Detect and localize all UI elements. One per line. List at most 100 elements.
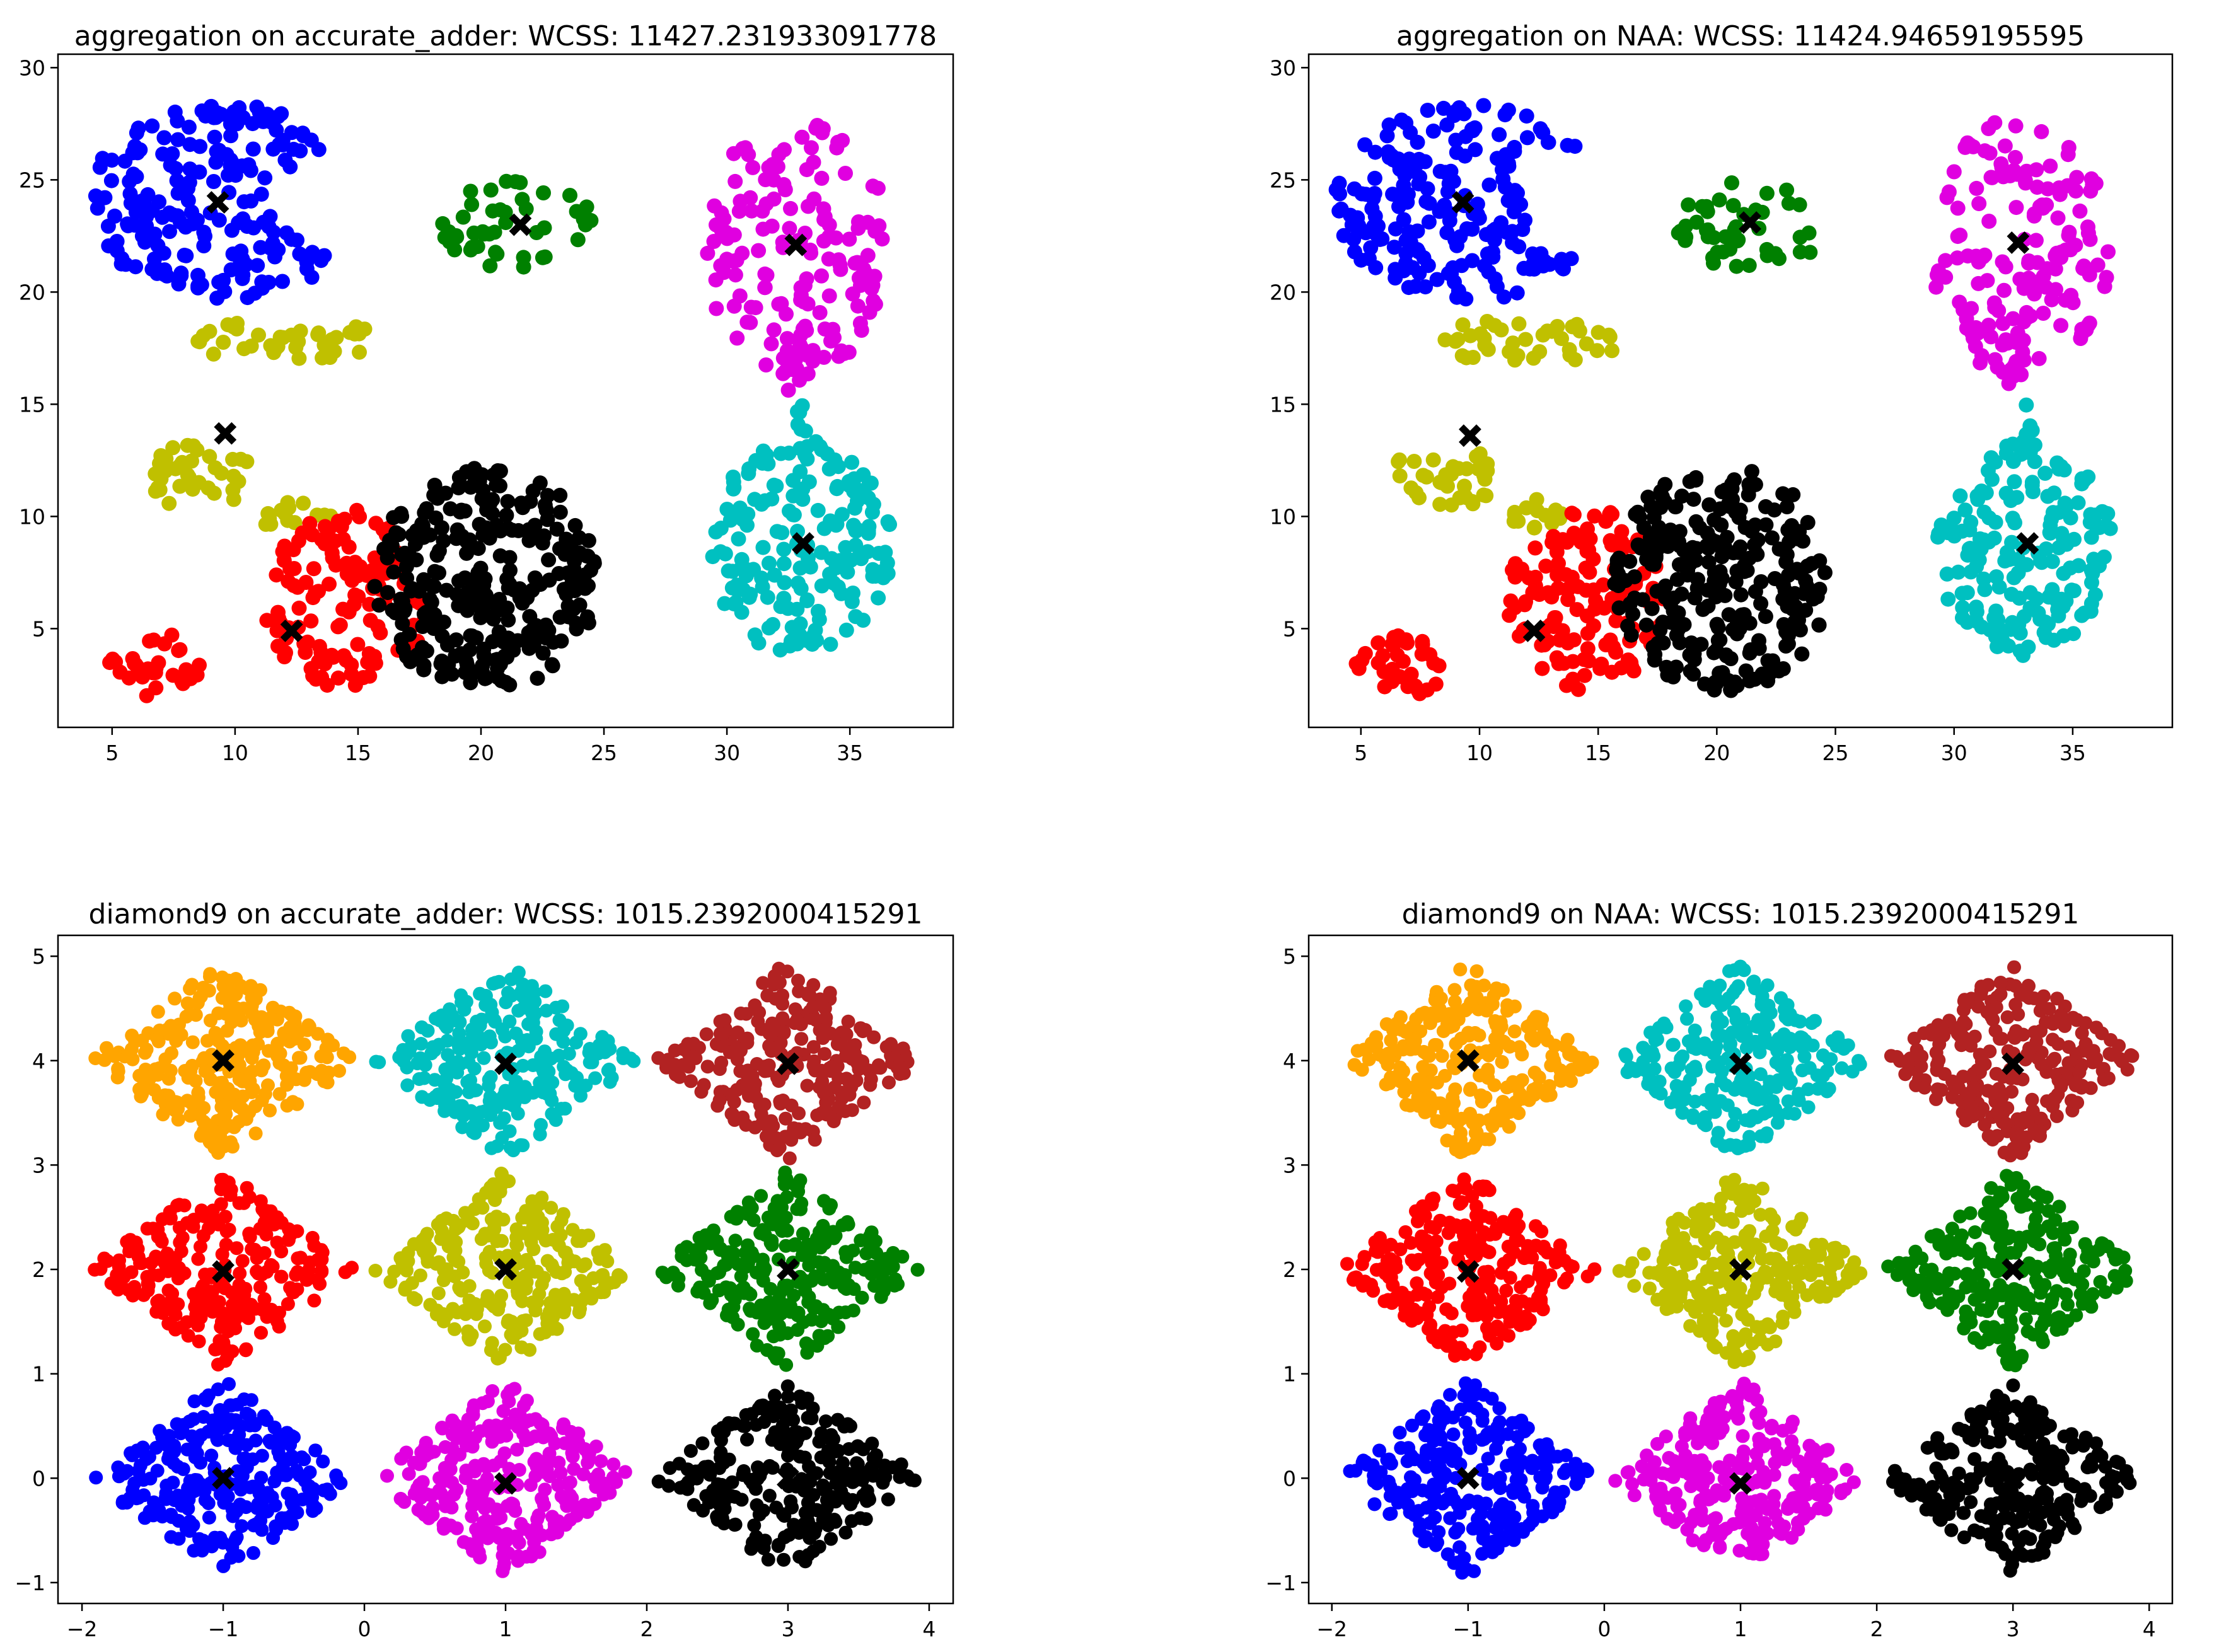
data-point (1781, 195, 1797, 211)
data-point (2035, 200, 2051, 216)
x-tick-label: 15 (1585, 741, 1611, 765)
data-point (413, 1268, 427, 1283)
data-point (165, 146, 180, 161)
data-point (806, 1000, 820, 1014)
data-point (1706, 573, 1722, 589)
data-point (150, 1464, 165, 1478)
data-point (521, 981, 535, 996)
data-point (292, 246, 308, 262)
data-point (494, 1179, 508, 1193)
data-point (1946, 511, 1962, 526)
data-point (414, 1505, 429, 1519)
data-point (499, 507, 514, 523)
data-point (574, 1274, 588, 1288)
data-point (765, 616, 780, 632)
data-point (1410, 223, 1425, 239)
data-point (435, 1421, 449, 1436)
data-point (1451, 283, 1466, 299)
data-point (211, 1217, 226, 1232)
data-point (437, 1460, 452, 1475)
data-point (486, 976, 501, 991)
data-point (101, 238, 117, 254)
data-point (253, 1280, 267, 1295)
data-point (409, 647, 425, 663)
data-point (544, 1201, 559, 1215)
data-point (794, 1196, 809, 1211)
data-point (583, 212, 599, 228)
data-point (557, 1305, 571, 1320)
data-point (2048, 261, 2063, 277)
data-point (1486, 232, 1502, 248)
data-point (843, 1419, 857, 1433)
data-point (151, 194, 167, 210)
data-point (156, 130, 172, 146)
data-point (120, 218, 136, 234)
data-point (518, 1269, 533, 1283)
data-point (720, 1308, 734, 1322)
data-point (532, 475, 548, 491)
data-point (371, 598, 387, 613)
data-point (449, 587, 465, 603)
data-point (796, 294, 812, 310)
data-point (1444, 266, 1459, 282)
data-point (293, 1469, 307, 1483)
x-tick-label: 3 (781, 1617, 794, 1641)
data-point (519, 1394, 534, 1408)
data-point (2063, 560, 2078, 576)
data-point (214, 1197, 228, 1211)
data-point (810, 502, 826, 518)
data-point (839, 1250, 854, 1264)
data-point (328, 330, 344, 345)
data-point (320, 1482, 335, 1497)
data-point (795, 1396, 809, 1410)
data-point (816, 201, 831, 217)
data-point (1759, 248, 1775, 263)
data-point (864, 1072, 878, 1087)
data-point (1581, 653, 1597, 669)
data-point (335, 601, 351, 617)
data-point (699, 1489, 714, 1503)
data-point (1976, 532, 1991, 548)
data-point (863, 475, 879, 491)
data-point (1655, 615, 1671, 630)
data-point (528, 1006, 543, 1020)
data-point (208, 110, 224, 125)
data-point (1454, 348, 1470, 364)
data-point (1602, 329, 1618, 345)
data-point (1566, 507, 1582, 523)
data-point (137, 1488, 151, 1503)
data-point (151, 1005, 165, 1019)
data-point (769, 524, 785, 540)
data-point (497, 1556, 511, 1571)
data-point (192, 139, 208, 154)
data-point (217, 1496, 231, 1510)
data-point (1608, 613, 1624, 628)
data-point (1743, 642, 1758, 657)
data-point (1928, 279, 1944, 295)
data-point (511, 1287, 525, 1302)
x-tick-label: 2 (640, 1617, 653, 1641)
data-point (120, 1496, 134, 1510)
data-point (171, 1268, 186, 1283)
data-point (867, 269, 883, 284)
data-point (265, 224, 281, 240)
data-point (1485, 1119, 1500, 1133)
data-point (1392, 468, 1408, 484)
data-point (845, 1039, 859, 1053)
data-point (350, 637, 366, 652)
data-point (766, 1119, 780, 1133)
data-point (1495, 1054, 1509, 1069)
data-point (1398, 115, 1414, 131)
data-point (368, 1264, 383, 1278)
data-point (499, 571, 515, 587)
data-point (893, 1067, 907, 1081)
data-point (399, 570, 415, 586)
data-point (727, 267, 743, 283)
data-point (271, 611, 287, 627)
data-point (462, 1085, 477, 1099)
data-point (124, 1265, 139, 1279)
data-point (468, 1297, 482, 1311)
data-point (285, 1429, 299, 1443)
data-point (152, 1503, 166, 1518)
data-point (571, 1435, 586, 1450)
